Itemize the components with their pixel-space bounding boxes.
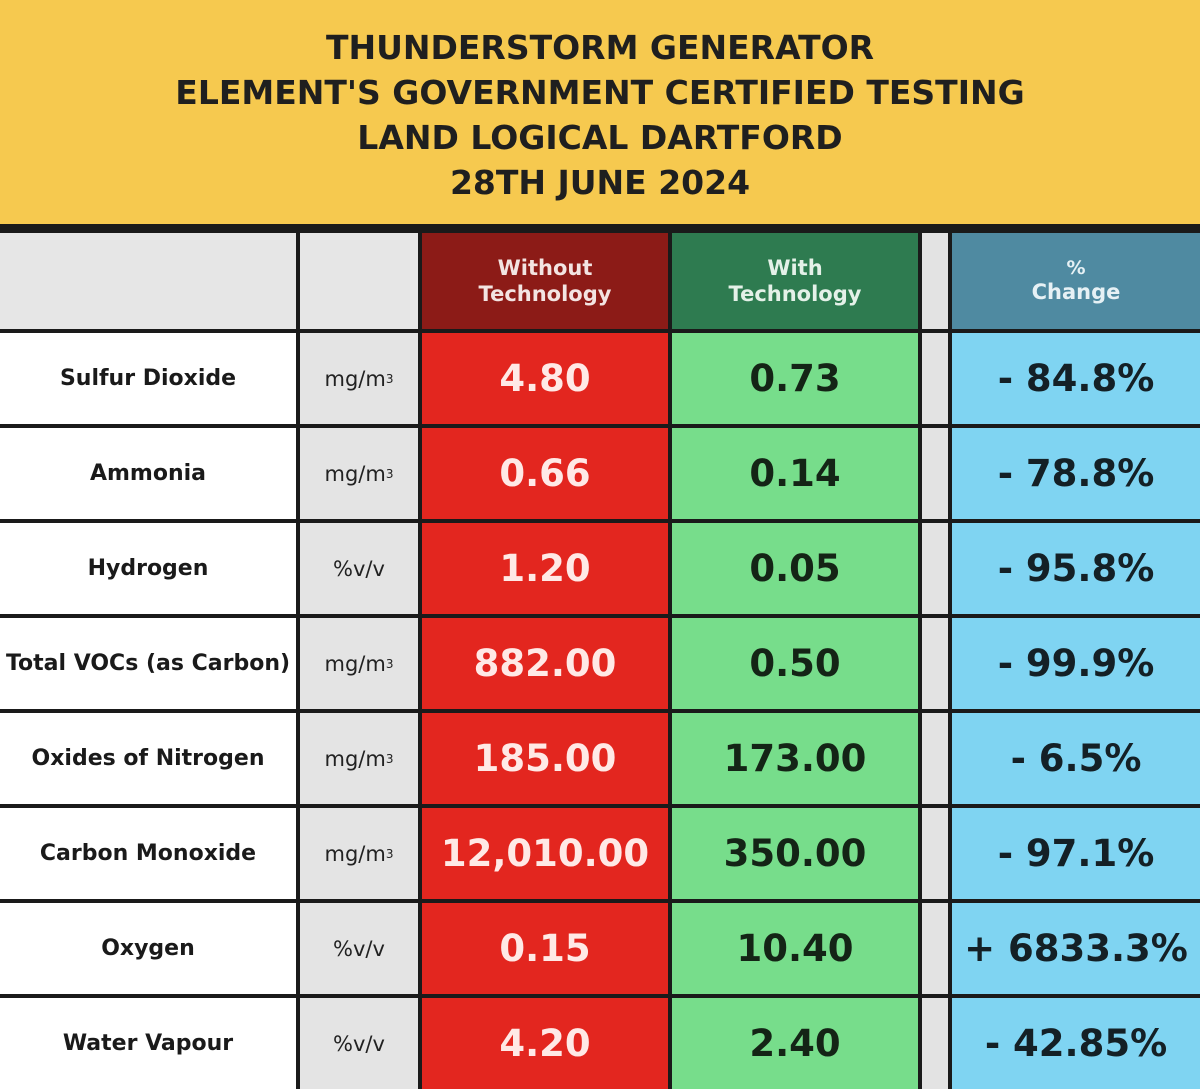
table-row: Hydrogen %v/v 1.20 0.05 - 95.8%	[0, 523, 1200, 614]
with-technology-value: 173.00	[672, 713, 918, 804]
percent-change-value: - 99.9%	[952, 618, 1200, 709]
gap-cell	[922, 523, 948, 614]
percent-change-value: - 84.8%	[952, 333, 1200, 424]
with-technology-value: 0.50	[672, 618, 918, 709]
unit-label: mg/m	[324, 746, 386, 771]
with-technology-value: 350.00	[672, 808, 918, 899]
gap-cell	[922, 618, 948, 709]
pollutant-name: Oxygen	[0, 903, 296, 994]
header-change-line2: Change	[1031, 280, 1121, 304]
without-technology-value: 0.15	[422, 903, 668, 994]
unit-cell: mg/m 3	[300, 808, 418, 899]
with-technology-value: 0.05	[672, 523, 918, 614]
percent-change-value: - 6.5%	[952, 713, 1200, 804]
percent-change-value: + 6833.3%	[952, 903, 1200, 994]
unit-label: mg/m	[324, 366, 386, 391]
title-line-4: 28TH JUNE 2024	[449, 163, 751, 202]
unit-cell: %v/v	[300, 523, 418, 614]
table-row: Ammonia mg/m 3 0.66 0.14 - 78.8%	[0, 428, 1200, 519]
without-technology-value: 1.20	[422, 523, 668, 614]
unit-cell: mg/m 3	[300, 428, 418, 519]
percent-change-value: - 95.8%	[952, 523, 1200, 614]
header-without-line2: Technology	[478, 282, 612, 306]
header-without-technology: Without Technology	[422, 233, 668, 329]
with-technology-value: 0.73	[672, 333, 918, 424]
gap-cell	[922, 428, 948, 519]
title-banner: THUNDERSTORM GENERATOR ELEMENT'S GOVERNM…	[0, 0, 1200, 230]
header-with-line2: Technology	[728, 282, 862, 306]
gap-cell	[922, 903, 948, 994]
unit-label: mg/m	[324, 651, 386, 676]
header-change-line1: %	[1066, 257, 1086, 279]
table-row: Total VOCs (as Carbon) mg/m 3 882.00 0.50 - 9…	[0, 618, 1200, 709]
pollutant-name: Carbon Monoxide	[0, 808, 296, 899]
without-technology-value: 4.20	[422, 998, 668, 1089]
header-blank-unit	[300, 233, 418, 329]
header-percent-change: % Change	[952, 233, 1200, 329]
header-without-line1: Without	[497, 256, 593, 280]
title-line-2: ELEMENT'S GOVERNMENT CERTIFIED TESTING	[175, 73, 1025, 112]
pollutant-name: Hydrogen	[0, 523, 296, 614]
with-technology-value: 2.40	[672, 998, 918, 1089]
header-blank-name	[0, 233, 296, 329]
unit-label: %v/v	[333, 936, 385, 961]
percent-change-value: - 97.1%	[952, 808, 1200, 899]
title-line-3: LAND LOGICAL DARTFORD	[357, 118, 843, 157]
pollutant-name: Water Vapour	[0, 998, 296, 1089]
with-technology-value: 10.40	[672, 903, 918, 994]
without-technology-value: 882.00	[422, 618, 668, 709]
without-technology-value: 0.66	[422, 428, 668, 519]
unit-cell: mg/m 3	[300, 713, 418, 804]
without-technology-value: 4.80	[422, 333, 668, 424]
gap-cell	[922, 808, 948, 899]
unit-label: %v/v	[333, 556, 385, 581]
with-technology-value: 0.14	[672, 428, 918, 519]
without-technology-value: 12,010.00	[422, 808, 668, 899]
percent-change-value: - 78.8%	[952, 428, 1200, 519]
unit-label: mg/m	[324, 841, 386, 866]
gap-cell	[922, 998, 948, 1089]
percent-change-value: - 42.85%	[952, 998, 1200, 1089]
unit-cell: mg/m 3	[300, 333, 418, 424]
header-gap	[922, 233, 948, 329]
pollutant-name: Total VOCs (as Carbon)	[0, 618, 296, 709]
table-row: Water Vapour %v/v 4.20 2.40 - 42.85%	[0, 998, 1200, 1089]
gap-cell	[922, 333, 948, 424]
table-row: Oxygen %v/v 0.15 10.40 + 6833.3%	[0, 903, 1200, 994]
header-with-line1: With	[767, 256, 823, 280]
pollutant-name: Ammonia	[0, 428, 296, 519]
title-line-1: THUNDERSTORM GENERATOR	[325, 28, 875, 67]
unit-label: %v/v	[333, 1031, 385, 1056]
table-row: Carbon Monoxide mg/m 3 12,010.00 350.00 - 97.…	[0, 808, 1200, 899]
table-row: Oxides of Nitrogen mg/m 3 185.00 173.00 - 6.5…	[0, 713, 1200, 804]
table-row: Sulfur Dioxide mg/m 3 4.80 0.73 - 84.8%	[0, 333, 1200, 424]
gap-cell	[922, 713, 948, 804]
unit-cell: mg/m 3	[300, 618, 418, 709]
pollutant-name: Oxides of Nitrogen	[0, 713, 296, 804]
unit-label: mg/m	[324, 461, 386, 486]
without-technology-value: 185.00	[422, 713, 668, 804]
unit-cell: %v/v	[300, 903, 418, 994]
unit-cell: %v/v	[300, 998, 418, 1089]
pollutant-name: Sulfur Dioxide	[0, 333, 296, 424]
header-with-technology: With Technology	[672, 233, 918, 329]
